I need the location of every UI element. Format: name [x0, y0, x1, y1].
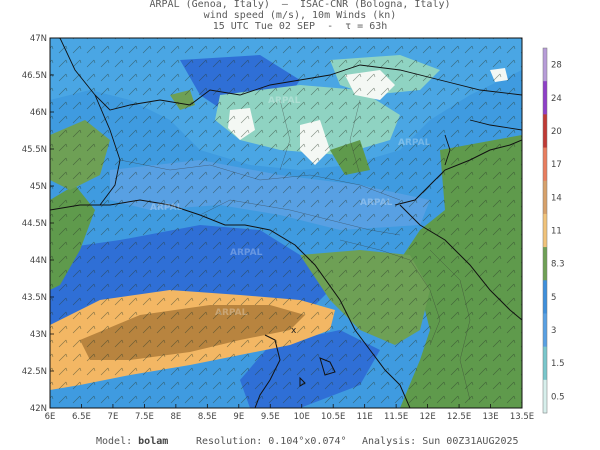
lon-label: 8E — [170, 412, 181, 422]
lon-label: 7E — [108, 412, 119, 422]
lat-label: 45N — [30, 182, 47, 192]
colorbar-segment — [543, 313, 547, 348]
lon-label: 13E — [482, 412, 498, 422]
model-label: Model: — [96, 436, 133, 447]
lat-label: 45.5N — [22, 145, 47, 155]
lon-label: 11E — [357, 412, 373, 422]
colorbar-segment — [543, 346, 547, 381]
lat-label: 44N — [30, 256, 47, 266]
lat-label: 42.5N — [22, 367, 47, 377]
model-info: Model: bolam — [96, 436, 168, 447]
colorbar-segment — [543, 247, 547, 281]
colorbar-segment — [543, 280, 547, 314]
analysis-label: Analysis: — [362, 436, 417, 447]
colorbar-label: 0.5 — [551, 392, 565, 402]
lat-label: 46.5N — [22, 71, 47, 81]
colorbar-label: 20 — [551, 127, 562, 137]
lat-label: 43.5N — [22, 293, 47, 303]
title-line-3: 15 UTC Tue 02 SEP - τ = 63h — [212, 21, 388, 32]
colorbar-label: 11 — [551, 227, 562, 237]
lon-label: 10.5E — [321, 412, 345, 422]
lon-label: 9.5E — [261, 412, 280, 422]
colorbar-legend: 28 24 20 17 14 11 8.3 5 3 1.5 0.5 — [542, 47, 565, 414]
lon-label: 9E — [233, 412, 244, 422]
wind-barbs — [50, 38, 522, 408]
colorbar-label: 3 — [551, 326, 556, 336]
marker-x: x — [291, 326, 297, 336]
colorbar-label: 17 — [551, 160, 562, 170]
colorbar-segment — [543, 379, 547, 414]
colorbar-label: 1.5 — [551, 359, 565, 369]
longitude-labels: 6E 6.5E 7E 7.5E 8E 8.5E 9E 9.5E 10E 10.5E 11E 11.5E… — [45, 412, 535, 422]
lat-label: 43N — [30, 330, 47, 340]
axis-ticks — [49, 37, 523, 409]
lat-label: 44.5N — [22, 219, 47, 229]
lon-label: 6.5E — [72, 412, 91, 422]
lat-label: 46N — [30, 108, 47, 118]
watermark: ARPAL — [398, 138, 431, 148]
colorbar-label: 5 — [551, 293, 556, 303]
lon-label: 12E — [420, 412, 436, 422]
model-value: bolam — [138, 436, 169, 447]
resolution-value: 0.104°x0.074° — [268, 436, 347, 447]
colorbar-segment — [543, 180, 547, 215]
title-line-2: wind speed (m/s), 10m Winds (kn) — [203, 10, 397, 21]
lon-label: 6E — [45, 412, 56, 422]
colorbar-segment — [543, 48, 547, 82]
colorbar-label: 8.3 — [551, 260, 565, 270]
watermark: ARPAL — [215, 308, 248, 318]
colorbar-label: 28 — [551, 61, 562, 71]
title-line-1: ARPAL (Genoa, Italy) — ISAC-CNR (Bologna… — [149, 0, 451, 10]
watermark: ARPAL — [268, 96, 301, 106]
map-field: x ARPAL ARPAL ARPAL ARPAL ARPAL ARPAL — [50, 38, 522, 408]
lat-label: 47N — [30, 34, 47, 44]
colorbar-label: 14 — [551, 193, 562, 203]
lon-label: 12.5E — [447, 412, 471, 422]
colorbar-segment — [543, 81, 547, 115]
watermark: ARPAL — [230, 248, 263, 258]
colorbar-label: 24 — [551, 94, 562, 104]
resolution-info: Resolution: 0.104°x0.074° — [196, 436, 347, 447]
lon-label: 11.5E — [384, 412, 408, 422]
colorbar-segment — [543, 213, 547, 248]
latitude-labels: 47N 46.5N 46N 45.5N 45N 44.5N 44N 43.5N 43N 42.5N… — [22, 34, 47, 414]
colorbar-segment — [543, 114, 547, 149]
watermark: ARPAL — [360, 198, 393, 208]
lon-label: 7.5E — [135, 412, 154, 422]
analysis-value: Sun 00Z31AUG2025 — [422, 436, 519, 447]
resolution-label: Resolution: — [196, 436, 263, 447]
lon-label: 10E — [294, 412, 310, 422]
region-boundaries — [119, 99, 471, 401]
lat-label: 42N — [30, 404, 47, 414]
watermark: ARPAL — [150, 203, 183, 213]
lon-label: 13.5E — [510, 412, 534, 422]
lon-label: 8.5E — [198, 412, 217, 422]
coastlines — [50, 139, 522, 408]
colorbar-segment — [543, 147, 547, 182]
colorbar-frame — [542, 47, 548, 414]
analysis-info: Analysis: Sun 00Z31AUG2025 — [362, 436, 519, 447]
